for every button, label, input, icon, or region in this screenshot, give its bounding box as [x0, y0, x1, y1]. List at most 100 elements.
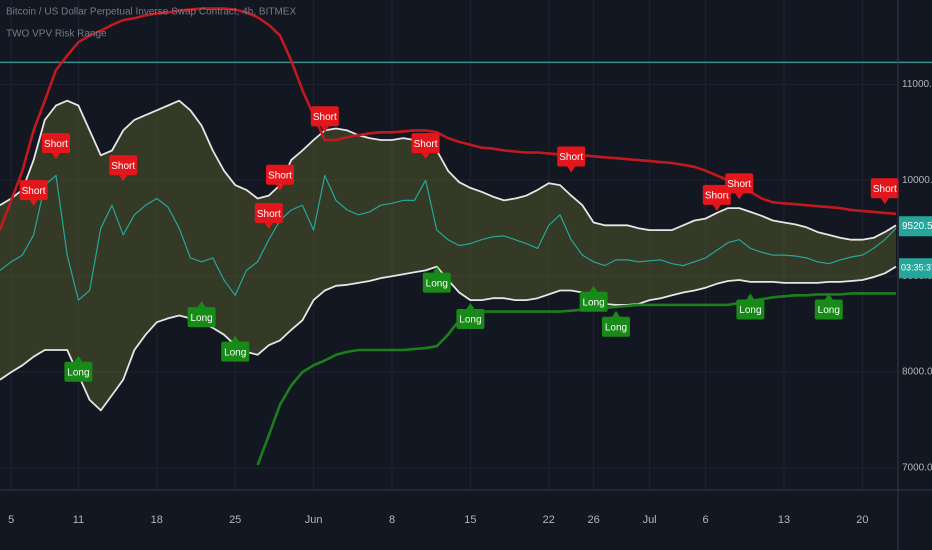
- flag-box: [42, 133, 70, 154]
- flag-pointer: [197, 301, 206, 308]
- flag-box: [602, 316, 630, 337]
- y-tick-label: 10000.0: [902, 175, 932, 186]
- x-tick-label: 20: [856, 514, 868, 526]
- flag-pointer: [824, 293, 833, 300]
- flag-box: [422, 272, 451, 293]
- signal-flag: Long: [602, 310, 630, 337]
- series-line: [256, 292, 896, 466]
- flag-box: [266, 164, 294, 185]
- flag-pointer: [589, 285, 598, 292]
- flag-box: [254, 203, 283, 224]
- last-price-label: 9520.5: [902, 221, 932, 232]
- y-tick-label: 8000.0: [902, 367, 932, 378]
- flag-label: Short: [22, 186, 46, 197]
- x-tick-label: 5: [8, 514, 14, 526]
- flag-box: [456, 309, 485, 330]
- axes: 7000.08000.09000.010000.011000.05111825J…: [8, 79, 932, 526]
- last-price-box: [899, 216, 932, 237]
- flag-label: Short: [44, 139, 68, 150]
- flag-pointer: [746, 293, 755, 300]
- flag-pointer: [320, 126, 329, 133]
- signal-flag: Short: [310, 106, 339, 133]
- flag-box: [187, 307, 216, 328]
- flag-pointer: [421, 153, 430, 160]
- x-tick-label: 22: [543, 514, 555, 526]
- signal-flag: Long: [814, 293, 843, 320]
- flag-label: Long: [459, 315, 481, 326]
- signal-flag: Long: [221, 335, 250, 362]
- flag-label: Short: [727, 179, 751, 190]
- flag-pointer: [712, 204, 721, 211]
- countdown-label: 03:35:37: [901, 263, 932, 273]
- flag-box: [870, 178, 899, 199]
- signal-flag: Short: [266, 164, 294, 191]
- flag-pointer: [432, 266, 441, 273]
- flag-label: Long: [67, 367, 89, 378]
- signal-flag: Short: [109, 155, 138, 182]
- signal-flag: Long: [736, 293, 765, 320]
- indicator-title: TWO VPV Risk Range: [6, 29, 107, 40]
- flag-box: [579, 291, 608, 312]
- flag-label: Short: [257, 209, 281, 220]
- signal-flag: Long: [422, 266, 451, 293]
- flag-label: Short: [414, 139, 438, 150]
- signal-flag: Short: [42, 133, 70, 160]
- flag-label: Long: [582, 297, 604, 308]
- flag-pointer: [735, 193, 744, 200]
- flag-box: [814, 299, 843, 320]
- flag-pointer: [567, 166, 576, 173]
- flag-box: [702, 184, 731, 205]
- flag-pointer: [119, 175, 128, 182]
- flag-label: Long: [426, 278, 448, 289]
- flag-box: [64, 361, 93, 382]
- flag-label: Long: [224, 347, 246, 358]
- flag-pointer: [612, 310, 620, 317]
- flag-pointer: [276, 184, 284, 191]
- flag-pointer: [52, 153, 60, 160]
- signal-flag: Short: [557, 146, 586, 173]
- flag-label: Short: [268, 170, 292, 181]
- flag-box: [411, 133, 440, 154]
- series-line: [0, 174, 897, 301]
- flag-box: [736, 299, 765, 320]
- x-tick-label: 26: [587, 514, 599, 526]
- countdown-box: [899, 258, 932, 279]
- flag-box: [557, 146, 586, 167]
- signal-flag: Short: [254, 203, 283, 230]
- flag-box: [310, 106, 339, 127]
- signal-flag: Short: [870, 178, 899, 205]
- flag-pointer: [264, 223, 273, 230]
- x-tick-label: Jun: [305, 514, 323, 526]
- flag-label: Long: [818, 305, 840, 316]
- flag-box: [725, 173, 754, 194]
- x-tick-label: 11: [73, 514, 84, 526]
- grid: [0, 0, 932, 490]
- signal-flags: ShortShortShortShortShortShortShortShort…: [19, 106, 899, 382]
- x-tick-label: 15: [464, 514, 476, 526]
- x-tick-label: 25: [229, 514, 241, 526]
- flag-label: Short: [705, 191, 729, 202]
- flag-pointer: [466, 303, 475, 310]
- y-tick-label: 11000.0: [902, 79, 932, 90]
- flag-box: [221, 341, 250, 362]
- flag-label: Long: [190, 313, 212, 324]
- flag-label: Long: [739, 305, 761, 316]
- signal-flag: Long: [456, 303, 485, 330]
- signal-flag: Short: [725, 173, 754, 200]
- flag-pointer: [231, 335, 240, 342]
- x-tick-label: 6: [703, 514, 709, 526]
- x-tick-label: Jul: [643, 514, 657, 526]
- signal-flag: Short: [702, 184, 731, 211]
- signal-flag: Long: [187, 301, 216, 328]
- signal-flag: Long: [64, 355, 93, 382]
- flag-pointer: [29, 200, 38, 207]
- x-tick-label: 8: [389, 514, 395, 526]
- flag-label: Short: [559, 152, 583, 163]
- flag-label: Short: [873, 184, 897, 195]
- series-line: [0, 99, 897, 241]
- x-tick-label: 18: [151, 514, 163, 526]
- flag-box: [109, 155, 138, 176]
